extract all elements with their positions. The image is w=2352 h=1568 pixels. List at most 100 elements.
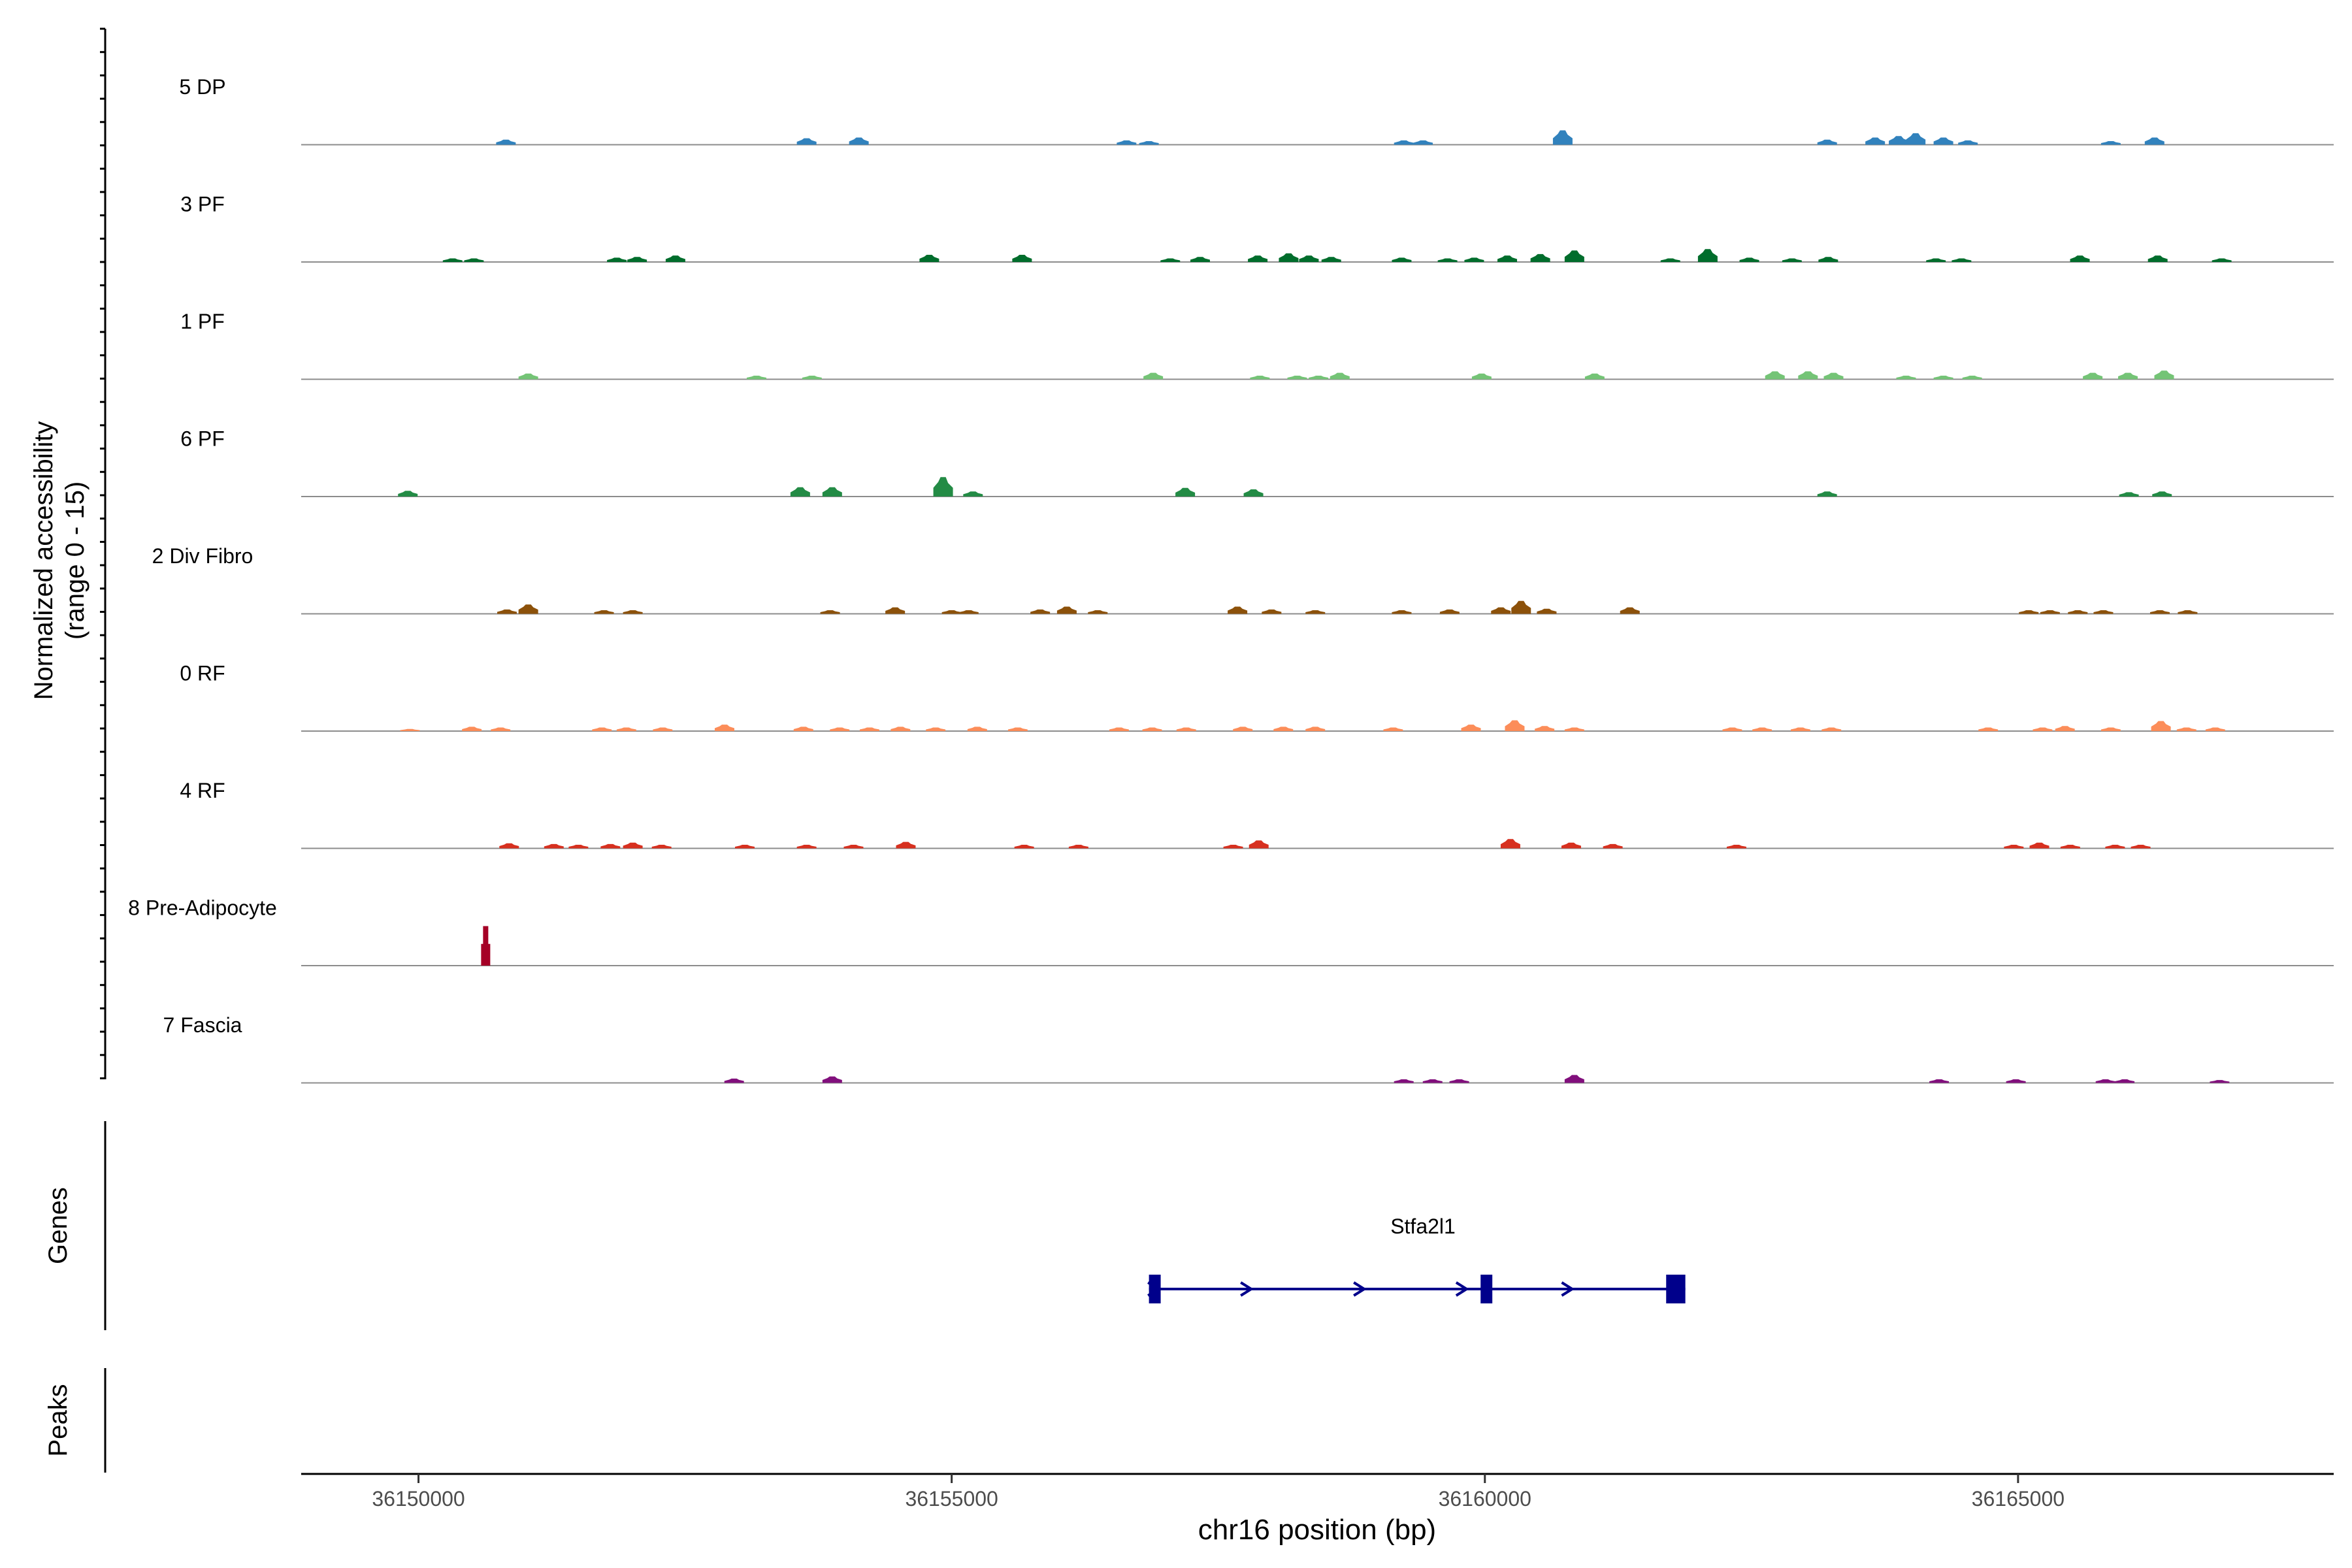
coverage-peak xyxy=(1491,607,1511,614)
coverage-peak xyxy=(1505,720,1525,731)
coverage-peak xyxy=(926,727,946,731)
coverage-peak xyxy=(2176,727,2197,731)
coverage-peak xyxy=(653,727,673,731)
coverage-peak xyxy=(1142,727,1162,731)
track-3-pf xyxy=(301,249,2334,263)
coverage-peak xyxy=(1160,258,1181,262)
x-tick-label: 36160000 xyxy=(1439,1487,1531,1511)
coverage-peak xyxy=(1535,726,1555,731)
coverage-peak xyxy=(2149,610,2170,614)
coverage-peak xyxy=(2210,1080,2230,1083)
coverage-peak xyxy=(1464,257,1484,262)
coverage-peak xyxy=(2033,727,2053,731)
coverage-peak xyxy=(2055,726,2075,731)
coverage-peak xyxy=(1821,727,1842,731)
coverage-peak xyxy=(2144,137,2164,145)
coverage-peak xyxy=(2151,721,2171,731)
coverage-peak xyxy=(1929,1079,1950,1083)
coverage-peak xyxy=(1305,727,1326,731)
coverage-peak xyxy=(398,491,418,497)
coverage-peak xyxy=(2131,845,2151,849)
coverage-peak xyxy=(2083,372,2103,380)
coverage-peak xyxy=(1660,258,1680,262)
coverage-peak xyxy=(2040,610,2060,614)
coverage-peak xyxy=(1584,373,1605,380)
coverage-peak xyxy=(594,610,614,614)
coverage-peak xyxy=(1117,140,1137,145)
track-label-8-pre-adipocyte: 8 Pre-Adipocyte xyxy=(128,896,277,920)
coverage-peak xyxy=(1422,1079,1443,1083)
coverage-peak xyxy=(400,728,420,731)
track-label-3-pf: 3 PF xyxy=(180,193,225,216)
strand-arrow xyxy=(1561,1281,1575,1297)
coverage-peak xyxy=(885,607,906,614)
track-label-2-div-fibro: 2 Div Fibro xyxy=(152,544,253,568)
coverage-peak xyxy=(822,487,842,497)
track-2-div-fibro xyxy=(301,600,2334,615)
coverage-peak xyxy=(1175,487,1196,497)
track-0-rf xyxy=(301,720,2334,732)
coverage-peak xyxy=(849,137,869,145)
coverage-peak xyxy=(600,843,621,849)
track-5-dp xyxy=(301,130,2334,146)
coverage-peak xyxy=(796,845,817,849)
coverage-peak xyxy=(1068,845,1088,849)
coverage-peak xyxy=(820,610,840,614)
coverage-peak xyxy=(1309,376,1329,380)
coverage-peak xyxy=(616,727,636,731)
coverage-peak xyxy=(1782,258,1802,262)
coverage-peak xyxy=(2148,255,2168,262)
coverage-peak xyxy=(651,845,672,849)
coverage-peak xyxy=(933,477,953,497)
coverage-peak xyxy=(1823,372,1844,380)
coverage-peak xyxy=(1603,843,1623,849)
coverage-peak xyxy=(2070,255,2090,262)
coverage-peak xyxy=(1449,1079,1469,1083)
coverage-peak xyxy=(890,727,911,731)
track-labels: 5 DP 3 PF 1 PF 6 PF 2 Div Fibro 0 RF 4 RF 8 Pre… xyxy=(128,75,277,1037)
coverage-peak xyxy=(665,255,685,262)
coverage-peak xyxy=(1383,727,1403,731)
coverage-peak xyxy=(958,610,979,614)
coverage-peak xyxy=(1722,727,1742,731)
coverage-peak xyxy=(2152,491,2172,497)
y-axis-title-line2: (range 0 - 15) xyxy=(61,482,90,640)
coverage-peak xyxy=(2105,845,2125,849)
coverage-peak xyxy=(623,610,643,614)
coverage-peak xyxy=(1461,725,1481,731)
coverage-peak xyxy=(1007,727,1028,731)
coverage-peak xyxy=(627,257,647,262)
coverage-peak xyxy=(2100,141,2121,145)
coverage-peak xyxy=(518,604,538,614)
coverage-peak xyxy=(592,727,612,731)
coverage-peak xyxy=(790,487,810,497)
track-label-0-rf: 0 RF xyxy=(180,662,225,685)
coverage-peak xyxy=(1978,727,1999,731)
coverage-peak xyxy=(1109,727,1129,731)
coverage-peak xyxy=(746,376,766,380)
coverage-peak xyxy=(1176,727,1196,731)
coverage-peak xyxy=(1139,141,1159,145)
track-6-pf xyxy=(301,477,2334,497)
coverage-peak xyxy=(623,842,643,849)
coverage-peak xyxy=(518,373,538,380)
coverage-peak xyxy=(2068,610,2088,614)
track-1-pf xyxy=(301,370,2334,380)
coverage-peak xyxy=(1817,139,1837,145)
track-label-5-dp: 5 DP xyxy=(179,75,225,99)
coverage-peak xyxy=(491,727,511,731)
coverage-peak xyxy=(1392,257,1412,262)
coverage-peak xyxy=(1392,610,1412,614)
coverage-peak xyxy=(1552,130,1573,145)
coverage-peak xyxy=(1233,727,1253,731)
coverage-peak xyxy=(2006,1079,2026,1083)
coverage-peak xyxy=(1437,258,1458,262)
coverage-peak xyxy=(1739,257,1759,262)
coverage-peak xyxy=(1243,489,1264,497)
coverage-peak xyxy=(1933,376,1953,380)
coverage-peak xyxy=(1933,137,1953,145)
coverage-peak xyxy=(1818,257,1838,262)
strand-arrow xyxy=(1240,1281,1254,1297)
coverage-peak xyxy=(1790,727,1810,731)
coverage-peak xyxy=(2095,1079,2115,1083)
